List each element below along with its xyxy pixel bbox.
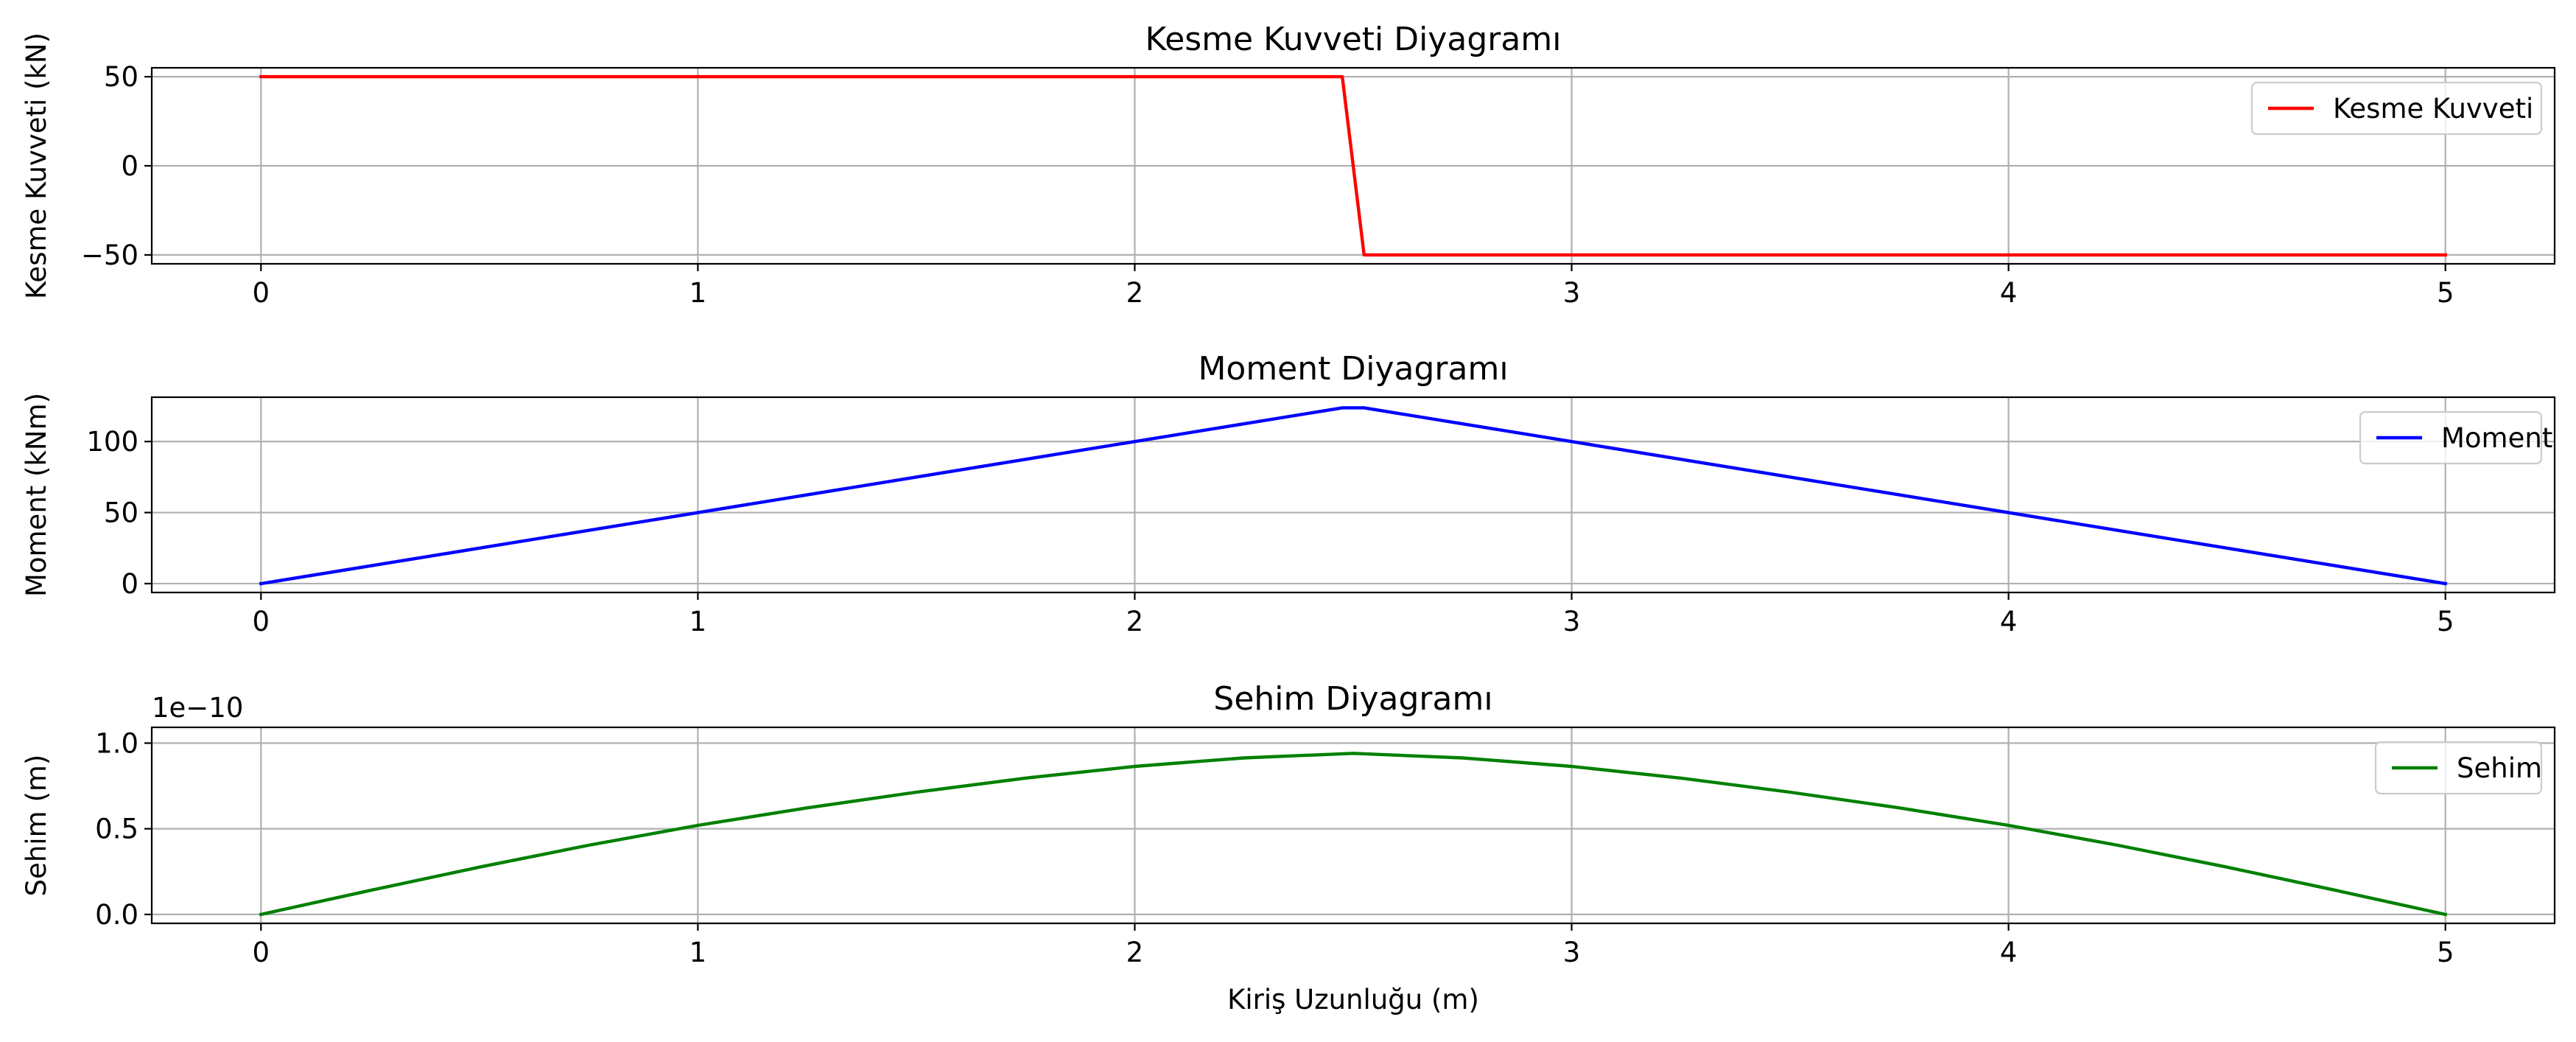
legend: [2359, 410, 2543, 465]
x-tick-label: 4: [2000, 937, 2018, 968]
series-line-kesme-kuvveti: [259, 74, 2447, 257]
x-tick-label: 5: [2437, 937, 2454, 968]
subplot-3: 0 1 2 3 4 5 0.0 0.5 1.0 Sehim Diyagramı Sehim (m) K…: [21, 680, 2556, 1015]
x-tick-label: 0: [252, 606, 270, 637]
y-axis-label: Kesme Kuvveti (kN): [21, 32, 52, 299]
y-axis-label: Moment (kNm): [21, 393, 52, 597]
x-tick-label: 3: [1563, 606, 1581, 637]
y-tick-label: 1.0: [95, 727, 138, 759]
x-tick-label: 3: [1563, 277, 1581, 309]
x-tick-label: 5: [2437, 606, 2454, 637]
legend: [2374, 741, 2543, 795]
y-tick-label: 0: [121, 150, 138, 182]
chart-title: Kesme Kuvveti Diyagramı: [1145, 21, 1562, 58]
chart-title: Sehim Diyagramı: [1213, 680, 1492, 718]
series-line-moment: [259, 406, 2448, 586]
x-tick-label: 2: [1126, 606, 1144, 637]
y-tick-label: 50: [104, 61, 138, 93]
x-tick-label: 2: [1126, 937, 1144, 968]
legend-label: Sehim: [2457, 752, 2542, 784]
x-tick-label: 1: [689, 937, 707, 968]
y-tick-label: 0.0: [95, 899, 138, 931]
x-axis-label: Kiriş Uzunluğu (m): [1227, 984, 1479, 1015]
x-tick-label: 3: [1563, 937, 1581, 968]
subplot-1: 0 1 2 3 4 5 −50 0 50 Kesme Kuvveti Diyagramı Kesme…: [21, 21, 2556, 309]
axes-frame: [150, 396, 2556, 594]
x-tick-label: 0: [252, 937, 270, 968]
x-tick-label: 4: [2000, 277, 2018, 309]
y-tick-label: 0: [121, 568, 138, 600]
y-tick-label: −50: [81, 239, 138, 271]
x-tick-label: 5: [2437, 277, 2454, 309]
y-offset-text: 1e−10: [152, 692, 243, 724]
legend-label: Kesme Kuvveti: [2333, 93, 2533, 125]
y-axis-label: Sehim (m): [21, 755, 52, 897]
chart-title: Moment Diyagramı: [1198, 350, 1508, 388]
y-tick-label: 100: [86, 426, 138, 458]
legend-label: Moment: [2441, 422, 2552, 454]
axes-frame: [150, 726, 2556, 925]
series-line-sehim: [259, 752, 2448, 917]
x-tick-label: 1: [689, 277, 707, 309]
y-tick-label: 50: [104, 497, 138, 529]
x-tick-label: 1: [689, 606, 707, 637]
legend: [2250, 81, 2543, 136]
x-tick-label: 2: [1126, 277, 1144, 309]
x-tick-label: 0: [252, 277, 270, 309]
x-tick-label: 4: [2000, 606, 2018, 637]
y-tick-label: 0.5: [95, 814, 138, 845]
